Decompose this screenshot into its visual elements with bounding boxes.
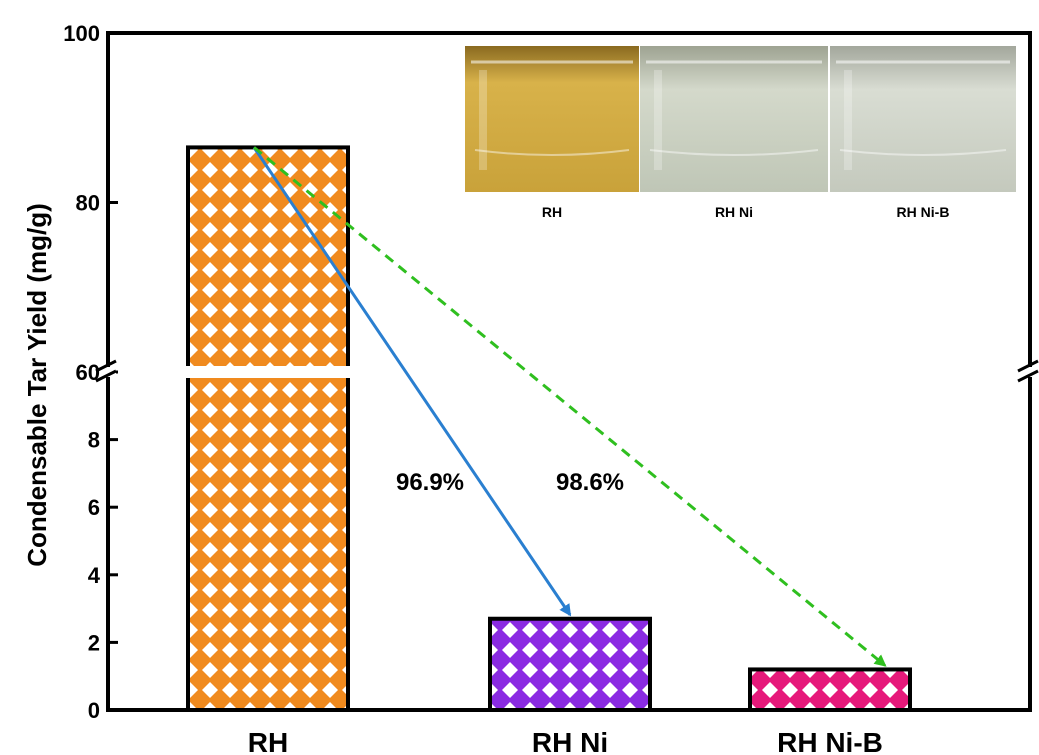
beaker-photo — [830, 46, 1016, 192]
axis-break-gap-left — [100, 367, 116, 377]
inset-panel-label: RH Ni — [715, 204, 753, 220]
y-tick-label: 8 — [88, 428, 100, 453]
inset-panel-label: RH Ni-B — [897, 204, 950, 220]
beaker-base — [649, 149, 819, 156]
beaker-photo — [640, 46, 828, 192]
inset-panel: RH — [465, 46, 639, 220]
inset-panel: RH Ni — [640, 46, 828, 220]
axis-break-mark-left — [95, 359, 117, 373]
axis-break-gap-right — [1022, 367, 1038, 377]
reduction-percent-label: 98.6% — [556, 469, 624, 496]
x-category-label: RH Ni-B — [777, 727, 883, 755]
y-tick-label: 2 — [88, 630, 100, 655]
y-tick-label: 0 — [88, 698, 100, 723]
y-axis-label: Condensable Tar Yield (mg/g) — [22, 203, 52, 567]
reduction-percent-label: 96.9% — [396, 469, 464, 496]
glass-highlight — [844, 70, 852, 170]
annotations-layer: 96.9% 98.6% — [252, 146, 887, 667]
bar-break-gap — [185, 366, 351, 378]
axis-break-mark-right — [1017, 359, 1039, 373]
bar-rh-ni — [488, 616, 652, 712]
plot-frame — [106, 31, 1032, 712]
inset-panel: RH Ni-B — [830, 46, 1016, 220]
y-tick-label: 80 — [76, 191, 100, 216]
beaker-base — [474, 149, 630, 156]
x-category-label: RH Ni — [532, 727, 608, 755]
y-tick-label: 100 — [63, 21, 100, 46]
inset-photo: RH RH Ni RH Ni-B — [465, 46, 1016, 220]
y-tick-label: 6 — [88, 495, 100, 520]
bar-rh-ni-b — [748, 667, 912, 713]
bars-layer — [185, 145, 912, 713]
beaker-base — [839, 149, 1007, 156]
reduction-arrow — [252, 146, 572, 617]
bar-rh — [186, 145, 350, 713]
glass-highlight — [654, 70, 662, 170]
axis-break-mark-left — [95, 369, 117, 383]
beaker-photo — [465, 46, 639, 192]
inset-panel-label: RH — [542, 204, 562, 220]
x-category-label: RH — [248, 727, 288, 755]
axis-break-mark-right — [1017, 369, 1039, 383]
reduction-arrow — [253, 146, 887, 667]
glass-highlight — [479, 70, 487, 170]
y-tick-label: 4 — [88, 563, 101, 588]
